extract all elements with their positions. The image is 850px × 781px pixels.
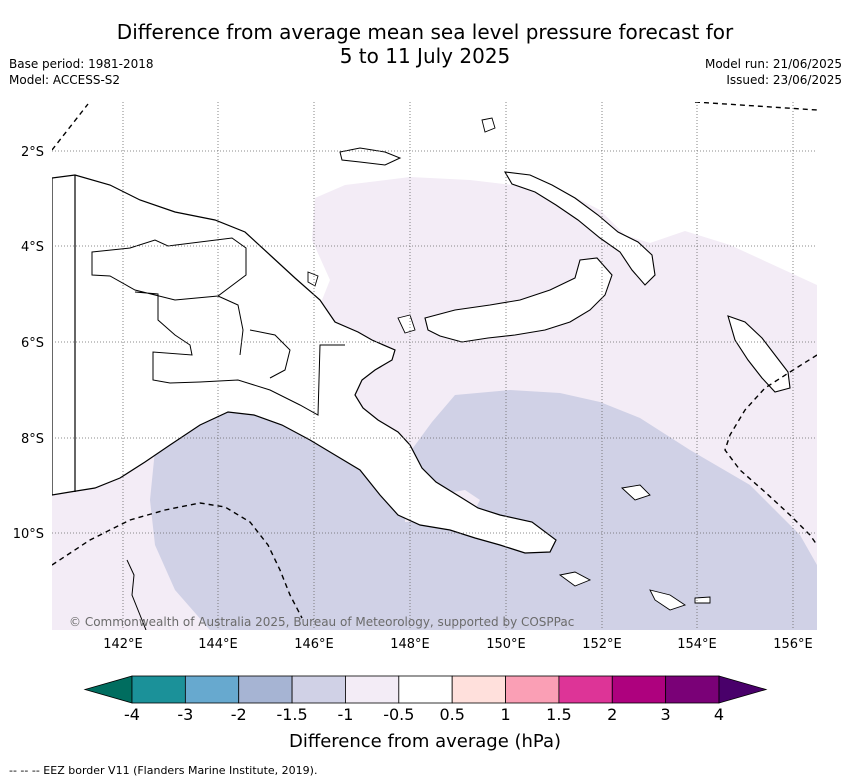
new-ireland-island [503, 171, 656, 286]
colorbar-segment [505, 675, 560, 704]
lon-label-156e: 156°E [773, 637, 813, 652]
new-britain-island [424, 257, 613, 343]
small-islands [307, 117, 711, 611]
bougainville-island [727, 315, 791, 393]
gridlines [52, 102, 817, 630]
colorbar-title: Difference from average (hPa) [288, 731, 562, 752]
lat-label-2s: 2°S [21, 145, 44, 160]
lat-label-6s: 6°S [21, 336, 44, 351]
model-run: Model run: 21/06/2025 [704, 57, 842, 71]
colorbar-tick-label: -0.5 [383, 705, 414, 724]
base-period: Base period: 1981-2018 [9, 57, 154, 71]
latitude-labels: 2°S 4°S 6°S 8°S 10°S [13, 145, 44, 542]
colorbar-segment [558, 675, 613, 704]
province-borders [91, 237, 345, 416]
colorbar-segment [345, 675, 400, 704]
lon-label-144e: 144°E [198, 637, 238, 652]
lon-label-142e: 142°E [103, 637, 143, 652]
lat-label-8s: 8°S [21, 432, 44, 447]
colorbar-tick-label: -1 [337, 705, 353, 724]
lon-label-146e: 146°E [294, 637, 334, 652]
manus-island [339, 147, 402, 166]
colorbar-segment [291, 675, 346, 704]
title-line-2: 5 to 11 July 2025 [339, 44, 511, 68]
colorbar-segment [451, 675, 506, 704]
colorbar-tick-label: 4 [714, 705, 724, 724]
colorbar-segment [238, 675, 293, 704]
colorbar-tick-label: -4 [124, 705, 140, 724]
title-line-1: Difference from average mean sea level p… [116, 20, 734, 44]
colorbar-tick-label: 3 [661, 705, 671, 724]
colorbar-segment [611, 675, 667, 704]
colorbar-segment [184, 675, 240, 704]
lat-label-10s: 10°S [13, 527, 44, 542]
lon-label-148e: 148°E [390, 637, 430, 652]
lon-label-154e: 154°E [677, 637, 717, 652]
map-copyright: © Commonwealth of Australia 2025, Bureau… [69, 615, 574, 629]
new-guinea-land [52, 174, 557, 554]
eez-border [52, 102, 817, 619]
model-name: Model: ACCESS-S2 [9, 73, 121, 87]
colorbar-tick-label: -2 [231, 705, 247, 724]
lon-label-152e: 152°E [582, 637, 622, 652]
colorbar-max-arrow [718, 675, 768, 704]
colorbar-segment [665, 675, 720, 704]
colorbar-segment [131, 675, 186, 704]
colorbar-tick-label: 0.5 [439, 705, 464, 724]
colorbar: -4 -3 -2 -1.5 -1 -0.5 0.5 1 1.5 2 3 4 [83, 675, 768, 724]
colorbar-segment [398, 675, 453, 704]
cape-york-coast [126, 559, 147, 630]
colorbar-tick-label: 1 [500, 705, 510, 724]
colorbar-tick-label: 1.5 [546, 705, 571, 724]
lat-label-4s: 4°S [21, 240, 44, 255]
colorbar-tick-label: -1.5 [276, 705, 307, 724]
lon-label-150e: 150°E [486, 637, 526, 652]
colorbar-tick-label: 2 [607, 705, 617, 724]
longitude-labels: 142°E 144°E 146°E 148°E 150°E 152°E 154°… [103, 637, 813, 652]
colorbar-min-arrow [83, 675, 133, 704]
colorbar-tick-label: -3 [177, 705, 193, 724]
eez-footnote: -- -- -- EEZ border V11 (Flanders Marine… [9, 764, 318, 777]
issued-date: Issued: 23/06/2025 [726, 73, 842, 87]
